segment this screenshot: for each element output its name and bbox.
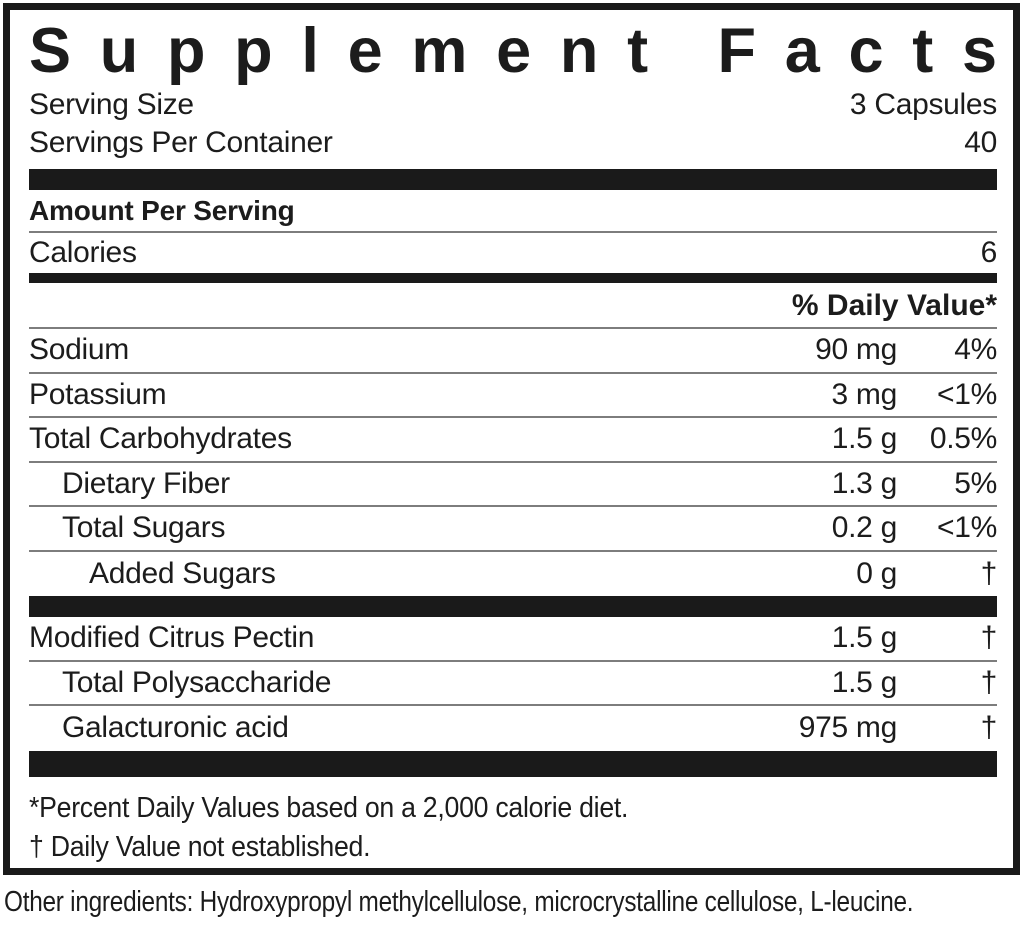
calories-value: 6 <box>980 236 998 269</box>
title-letter: e <box>347 16 383 86</box>
nutrient-name: Total Carbohydrates <box>29 422 292 456</box>
supplement-daily-value: † <box>980 665 998 699</box>
nutrient-amount: 90 mg <box>815 333 897 367</box>
footnotes: *Percent Daily Values based on a 2,000 c… <box>29 777 997 867</box>
amount-per-serving-header: Amount Per Serving <box>29 190 997 233</box>
serving-row-value: 40 <box>964 126 997 159</box>
title-letter: c <box>848 16 884 86</box>
nutrient-name: Potassium <box>29 377 167 411</box>
title-letter: F <box>717 16 756 86</box>
nutrient-name: Total Sugars <box>62 511 226 545</box>
supplement-amount: 1.5 g <box>831 665 898 699</box>
supplement-daily-value: † <box>980 711 998 745</box>
other-ingredients: Other ingredients: Hydroxypropyl methylc… <box>4 886 914 918</box>
nutrient-daily-value: 5% <box>954 466 997 500</box>
thick-divider-top <box>29 169 997 190</box>
nutrient-table: Sodium 90 mg 4% Potassium 3 mg <1% Total Carbo… <box>29 329 997 596</box>
supplement-amount: 1.5 g <box>831 621 898 655</box>
thick-divider-middle <box>29 596 997 617</box>
title-letter: a <box>784 16 820 86</box>
nutrient-row: Dietary Fiber 1.3 g 5% <box>29 463 997 507</box>
title-letter: n <box>559 16 599 86</box>
footnote: *Percent Daily Values based on a 2,000 c… <box>29 791 629 824</box>
nutrient-name: Sodium <box>29 333 129 367</box>
serving-row: Servings Per Container 40 <box>29 124 997 162</box>
thick-divider-calories <box>29 273 997 283</box>
supplement-row: Galacturonic acid 975 mg † <box>29 706 997 751</box>
nutrient-row: Potassium 3 mg <1% <box>29 374 997 418</box>
nutrient-row: Total Sugars 0.2 g <1% <box>29 507 997 552</box>
nutrient-amount: 0 g <box>856 556 897 590</box>
nutrient-name: Dietary Fiber <box>62 466 230 500</box>
supplement-name: Modified Citrus Pectin <box>29 621 315 655</box>
nutrient-amount: 1.5 g <box>831 422 898 456</box>
calories-row: Calories 6 <box>29 233 997 273</box>
serving-row: Serving Size 3 Capsules <box>29 86 997 124</box>
serving-info: Serving Size 3 Capsules Servings Per Conta… <box>29 86 997 162</box>
serving-row-label: Servings Per Container <box>29 126 333 159</box>
supplement-table: Modified Citrus Pectin 1.5 g † Total Polysa… <box>29 617 997 751</box>
nutrient-row: Added Sugars 0 g † <box>29 552 997 597</box>
title-letter: m <box>411 16 468 86</box>
footnote: † Daily Value not established. <box>29 830 371 863</box>
nutrient-daily-value: <1% <box>937 511 997 545</box>
daily-value-header: % Daily Value* <box>29 283 997 329</box>
nutrient-amount: 0.2 g <box>831 511 898 545</box>
nutrient-row: Total Carbohydrates 1.5 g 0.5% <box>29 418 997 463</box>
title-letter: p <box>234 16 273 86</box>
nutrient-amount: 3 mg <box>831 377 898 411</box>
serving-row-label: Serving Size <box>29 88 194 121</box>
supplement-amount: 975 mg <box>798 711 898 745</box>
nutrient-name: Added Sugars <box>89 556 276 590</box>
nutrient-amount: 1.3 g <box>831 466 898 500</box>
title-letter: u <box>99 16 139 86</box>
supplement-daily-value: † <box>980 621 998 655</box>
supplement-name: Galacturonic acid <box>62 711 289 745</box>
nutrient-daily-value: 0.5% <box>929 422 997 456</box>
nutrient-daily-value: 4% <box>954 333 997 367</box>
title-letter: l <box>301 16 319 86</box>
thick-divider-bottom <box>29 750 997 777</box>
title-letter: s <box>961 16 997 86</box>
title-letter: t <box>627 16 649 86</box>
title-letter: t <box>912 16 934 86</box>
serving-row-value: 3 Capsules <box>849 88 997 121</box>
nutrient-daily-value: † <box>980 556 998 590</box>
supplement-name: Total Polysaccharide <box>62 665 332 699</box>
supplement-row: Modified Citrus Pectin 1.5 g † <box>29 617 997 662</box>
calories-label: Calories <box>29 236 137 269</box>
title-letter: p <box>166 16 206 86</box>
nutrient-row: Sodium 90 mg 4% <box>29 329 997 374</box>
title-letter: S <box>29 16 72 86</box>
supplement-row: Total Polysaccharide 1.5 g † <box>29 662 998 706</box>
title-letter: e <box>496 16 532 86</box>
nutrient-daily-value: <1% <box>937 377 997 411</box>
